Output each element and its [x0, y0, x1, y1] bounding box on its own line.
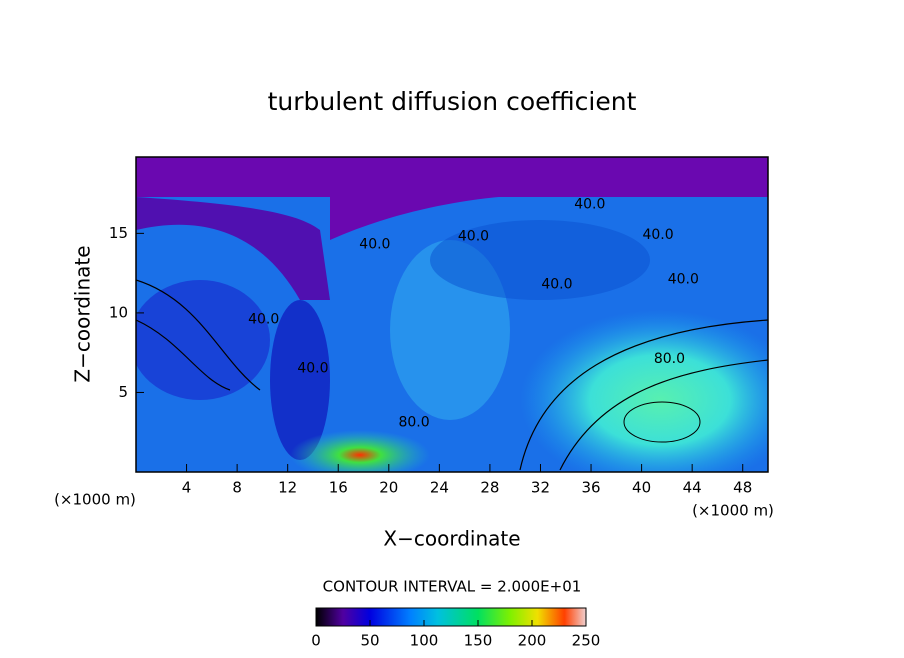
- chart-title: turbulent diffusion coefficient: [268, 87, 637, 116]
- y-tick-label: 15: [109, 224, 128, 242]
- contour-label: 40.0: [574, 197, 605, 213]
- x-tick-label: 36: [581, 479, 600, 497]
- contour-label: 40.0: [248, 311, 279, 327]
- contour-label: 40.0: [642, 227, 673, 243]
- x-tick-label: 12: [278, 479, 297, 497]
- x-tick-label: 40: [632, 479, 651, 497]
- contour-field: [136, 157, 768, 472]
- x-tick-label: 32: [531, 479, 550, 497]
- contour-interval: CONTOUR INTERVAL = 2.000E+01: [323, 578, 582, 596]
- colorbar-tick-label: 100: [410, 632, 439, 650]
- y-tick-label: 10: [109, 303, 128, 321]
- contour-label: 80.0: [398, 415, 429, 431]
- colorbar-tick-label: 0: [311, 632, 321, 650]
- colorbar-tick-label: 50: [360, 632, 379, 650]
- y-axis-label: Z−coordinate: [71, 245, 95, 382]
- contour-label: 40.0: [541, 276, 572, 292]
- x-tick-label: 20: [379, 479, 398, 497]
- y-tick-label: 5: [118, 383, 128, 401]
- plot-frame: [135, 156, 769, 473]
- contour-label: 40.0: [668, 272, 699, 288]
- x-axis-label: X−coordinate: [383, 527, 520, 551]
- x-tick-label: 4: [182, 479, 192, 497]
- x-tick-label: 44: [683, 479, 702, 497]
- contour-label: 40.0: [359, 237, 390, 253]
- colorbar-tick-label: 200: [518, 632, 547, 650]
- contour-label: 40.0: [297, 361, 328, 377]
- contour-label: 80.0: [654, 351, 685, 367]
- contour-label: 40.0: [458, 229, 489, 245]
- x-unit-label: (×1000 m): [692, 502, 774, 520]
- colorbar-tick-label: 250: [572, 632, 601, 650]
- x-tick-label: 24: [430, 479, 449, 497]
- x-tick-label: 48: [733, 479, 752, 497]
- x-tick-label: 16: [329, 479, 348, 497]
- x-tick-label: 28: [480, 479, 499, 497]
- colorbar: [315, 607, 587, 627]
- colorbar-tick-label: 150: [464, 632, 493, 650]
- x-unit-label: (×1000 m): [54, 491, 136, 509]
- x-tick-label: 8: [232, 479, 242, 497]
